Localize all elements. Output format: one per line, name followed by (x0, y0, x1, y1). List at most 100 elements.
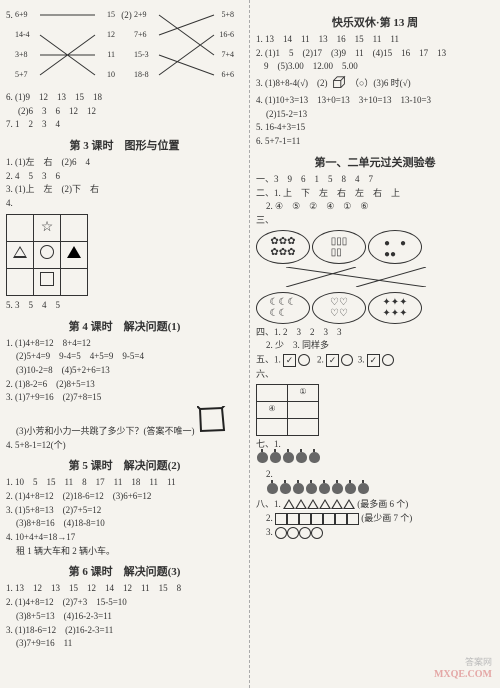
box-icon (347, 513, 359, 525)
apple-icon (280, 483, 291, 494)
e-l5h: 五、1. (256, 355, 281, 365)
apple-icon (332, 483, 343, 494)
cube-icon (330, 75, 348, 93)
box-icon (287, 513, 299, 525)
oval-cylinders-icon: ▯▯▯▯▯ (312, 230, 366, 264)
w-l4-row: 3. (1)8+8-4(√) (2) （○）(3)6 时(√) (256, 75, 494, 93)
s6-l2: 2. (1)4+8=12 (2)7+3 15-5=10 (6, 597, 243, 609)
e-l2: 二、1. 上 下 左 右 左 右 上 (256, 188, 494, 200)
star-icon (41, 220, 54, 235)
s3-l5: 5. 3 5 4 5 (6, 300, 243, 312)
apple-row-2 (266, 483, 494, 498)
s3-l2: 2. 4 5 3 6 (6, 171, 243, 183)
apple-icon (270, 452, 281, 463)
apple-icon (319, 483, 330, 494)
cross-lines-1 (15, 10, 115, 85)
oval-dots-icon: ● ●●● (368, 230, 422, 264)
tri-icon (319, 500, 331, 510)
apple-icon (358, 483, 369, 494)
e-l7b: 2. (266, 469, 273, 479)
s6-title: 第 6 课时 解决问题(3) (6, 563, 243, 579)
circ-icon (275, 527, 287, 539)
w-l5: 4. (1)10+3=13 13+0=13 3+10=13 13-10=3 (256, 95, 494, 107)
apple-icon (309, 452, 320, 463)
s3-title: 第 3 课时 图形与位置 (6, 137, 243, 153)
w-l2: 2. (1)1 5 (2)17 (3)9 11 (4)15 16 17 13 (256, 48, 494, 60)
circ-icon (299, 527, 311, 539)
s4-l1: 1. (1)4+8=12 8+4=12 (6, 338, 243, 350)
e-l7b-row: 2. (256, 469, 494, 497)
w-l1: 1. 13 14 11 13 16 15 11 11 (256, 34, 494, 46)
e-l7-row: 七、1. (256, 439, 494, 467)
tri-icon (295, 500, 307, 510)
s6-l5: (3)7+9=16 11 (6, 638, 243, 650)
e-l5b: 2. (317, 355, 324, 365)
s4-l5: 3. (1)7+9=16 (2)7+8=15 (6, 392, 243, 404)
s4-title: 第 4 课时 解决问题(1) (6, 318, 243, 334)
s5-l5: 4. 10+4+4=18→17 (6, 532, 243, 544)
left-column: 5. 6+9 14-4 3+8 5+7 15 12 11 10 (2) 2+9 … (0, 0, 250, 688)
q6b-line: (2)6 3 6 12 12 (6, 106, 243, 118)
oval-stars-icon: ✦✦✦✦✦✦ (368, 292, 422, 324)
oval-hearts-icon: ♡♡♡♡ (312, 292, 366, 324)
e-l8d: (最少画 7 个) (361, 513, 412, 523)
e-l8a-row: 八、1. (最多画 6 个) (256, 499, 494, 511)
e-l4: 四、1. 2 3 2 3 3 (256, 327, 494, 339)
w-l8: 6. 5+7-1=11 (256, 136, 494, 148)
s5-l6: 租 1 辆大车和 2 辆小车。 (6, 546, 243, 558)
box-icon (311, 513, 323, 525)
apple-row-1 (256, 452, 494, 467)
circle3-choice-icon (382, 354, 394, 366)
e-l8a: 八、1. (256, 499, 281, 509)
apple-icon (306, 483, 317, 494)
s6-l4: 3. (1)18-6=12 (2)16-2-3=11 (6, 625, 243, 637)
oval-bottom-row: ☾☾☾☾☾ ♡♡♡♡ ✦✦✦✦✦✦ (256, 292, 494, 324)
box-icon (299, 513, 311, 525)
apple-icon (283, 452, 294, 463)
circ-icon (287, 527, 299, 539)
watermark-url: MXQE.COM (434, 669, 492, 680)
s5-l3: 3. (1)5+8=13 (2)7+5=12 (6, 505, 243, 517)
s5-title: 第 5 课时 解决问题(2) (6, 457, 243, 473)
cross-box-2: 2+9 7+6 15-3 18-8 5+8 16-6 7+4 6+6 (134, 10, 234, 90)
exam-title: 第一、二单元过关测验卷 (256, 154, 494, 170)
s6-l3: (3)8+5=13 (4)16-2-3=11 (6, 611, 243, 623)
s5-l2: 2. (1)4+8=12 (2)18-6=12 (3)6+6=12 (6, 491, 243, 503)
tbl-r2c1: ④ (257, 401, 288, 418)
tri-icon (307, 500, 319, 510)
cross-box-1: 6+9 14-4 3+8 5+7 15 12 11 10 (15, 10, 115, 90)
box-icon (335, 513, 347, 525)
box-icon (275, 513, 287, 525)
e-l8e: 3. (266, 527, 273, 537)
tri-icon (331, 500, 343, 510)
apple-icon (293, 483, 304, 494)
oval-match-diagram: ✿✿✿✿✿✿ ▯▯▯▯▯ ● ●●● ☾☾☾☾☾ ♡♡♡♡ ✦✦✦✦✦✦ (256, 230, 494, 324)
s3-l4: 4. (6, 198, 243, 296)
tri-icon (343, 500, 355, 510)
s4-l6: (3)小芳和小力一共跳了多少下？(答案不唯一) (16, 426, 195, 436)
s3-l4-label: 4. (6, 198, 13, 208)
circle-choice-icon (298, 354, 310, 366)
e-l7: 七、1. (256, 439, 281, 449)
checkbox3-icon: ✓ (367, 354, 380, 367)
hand-drawn-square-icon (197, 406, 227, 434)
w-l7: 5. 16-4+3=15 (256, 122, 494, 134)
e-l3: 2. ④ ⑤ ② ④ ① ⑥ (256, 201, 494, 213)
s3-l1: 1. (1)左 右 (2)6 4 (6, 157, 243, 169)
circle2-choice-icon (341, 354, 353, 366)
apple-icon (296, 452, 307, 463)
s4-l6-row: (3)小芳和小力一共跳了多少下？(答案不唯一) (6, 406, 243, 438)
q5-sub2: (2) (121, 10, 132, 20)
w-l4a: 3. (1)8+8-4(√) (2) (256, 78, 328, 88)
e-l8b: (最多画 6 个) (357, 499, 408, 509)
box-icon (323, 513, 335, 525)
s4-l7: 4. 5+8-1=12(个) (6, 440, 243, 452)
s5-l1: 1. 10 5 15 11 8 17 11 18 11 11 (6, 477, 243, 489)
e-l8e-row: 3. (256, 527, 494, 539)
apple-icon (267, 483, 278, 494)
e-l8c: 2. (266, 513, 273, 523)
w-l3: 9 (5)3.00 12.00 5.00 (256, 61, 494, 73)
s3-l3: 3. (1)上 左 (2)下 右 (6, 184, 243, 196)
q6-line: 6. (1)9 12 13 15 18 (6, 92, 243, 104)
shape-grid (6, 214, 88, 296)
